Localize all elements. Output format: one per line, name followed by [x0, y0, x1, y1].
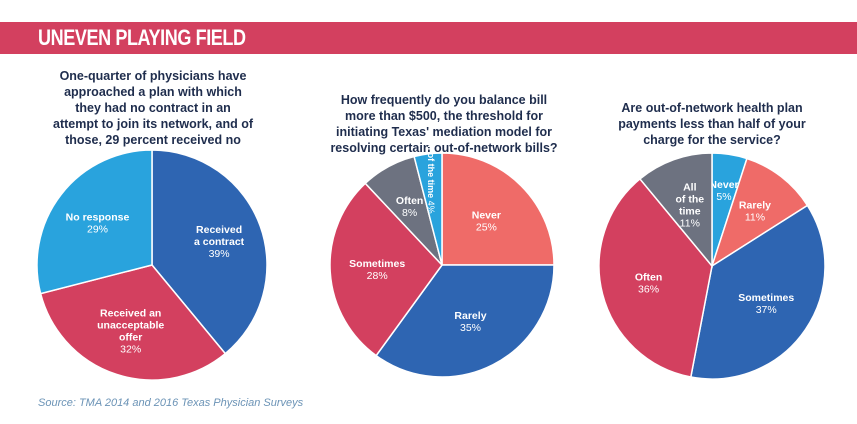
slice-value: 28% [367, 270, 388, 282]
slice-name: Often [396, 195, 423, 207]
slice-value: 32% [120, 344, 141, 356]
pie-chart-3: Never5%Rarely11%Sometimes37%Often36%Allo… [598, 152, 826, 380]
slice-value: 8% [402, 207, 417, 219]
pie-slice-all-of-the-time [413, 152, 443, 266]
slice-name: time [679, 205, 701, 217]
slice-name: No response [66, 212, 130, 224]
page-title: UNEVEN PLAYING FIELD [38, 25, 246, 50]
slice-name: Received an [100, 308, 161, 320]
slice-name: Sometimes [738, 292, 794, 304]
slice-name: Rarely [739, 200, 771, 212]
pie-slice-rarely [375, 264, 555, 378]
chart-3-question: Are out-of-network health plan payments … [618, 101, 806, 147]
slice-name: of the [676, 193, 705, 205]
pie-slice-never [441, 152, 555, 266]
slice-value: 39% [209, 248, 230, 260]
pie-slice-received-an-unacceptable-offer [39, 264, 227, 381]
chart-2-question: How frequently do you balance bill more … [330, 93, 558, 155]
slice-name: All of the time 4% [426, 139, 436, 214]
pie-slice-received-a-contract [151, 149, 268, 355]
slice-value: 5% [716, 191, 731, 203]
slice-name: unacceptable [97, 320, 164, 332]
pie-slice-rarely [710, 157, 809, 268]
slice-label-all-of-the-time: All of the time 4% [426, 139, 436, 214]
slice-value: 25% [476, 222, 497, 234]
slice-name: All [683, 181, 697, 193]
slice-value: 11% [680, 217, 700, 229]
slice-name: Never [709, 179, 738, 191]
slice-name: Received [196, 224, 242, 236]
slice-value: 36% [638, 283, 659, 295]
source-note: Source: TMA 2014 and 2016 Texas Physicia… [38, 397, 304, 409]
pie-slice-often [598, 177, 713, 378]
slice-value: 11% [745, 212, 765, 224]
slice-name: Sometimes [349, 258, 405, 270]
slice-name: Never [472, 210, 501, 222]
slice-name: Often [635, 271, 662, 283]
slice-name: a contract [194, 236, 245, 248]
title-banner: UNEVEN PLAYING FIELD [0, 22, 857, 54]
slice-name: offer [119, 332, 142, 344]
slice-value: 35% [460, 322, 481, 334]
pie-slice-sometimes [329, 182, 443, 357]
pie-chart-2: Never25%Rarely35%Sometimes28%Often8%All … [329, 139, 555, 378]
pie-slice-no-response [36, 149, 153, 295]
chart-1-question: One-quarter of physicians have approache… [53, 69, 253, 163]
pie-slice-all-of-the-time [638, 152, 713, 269]
slice-value: 37% [756, 304, 777, 316]
slice-value: 29% [87, 224, 108, 236]
slice-name: Rarely [454, 310, 486, 322]
pie-slice-sometimes [689, 204, 826, 380]
